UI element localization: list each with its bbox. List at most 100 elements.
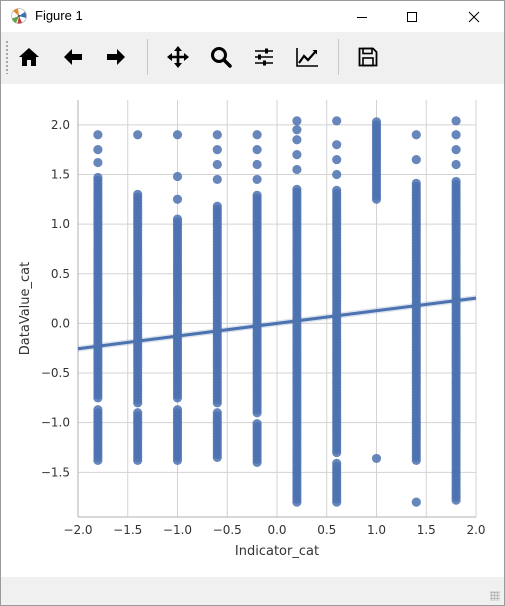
window-title: Figure 1 (35, 8, 83, 23)
scatter-point (451, 176, 461, 187)
regression-line (77, 296, 477, 351)
y-tick-label: 1.0 (51, 217, 70, 231)
minimize-icon (357, 16, 367, 18)
x-tick-label: −1.0 (163, 523, 192, 537)
scatter-point (371, 453, 382, 464)
scatter-point (332, 458, 342, 468)
scatter-point (451, 116, 461, 126)
forward-button[interactable] (99, 40, 133, 74)
scatter-point (93, 145, 103, 155)
title-bar: Figure 1 (1, 1, 504, 32)
x-axis-label: Indicator_cat (235, 544, 319, 559)
home-button[interactable] (12, 40, 46, 74)
scatter-point (411, 154, 421, 165)
line-chart-icon (296, 48, 318, 67)
toolbar (1, 32, 504, 84)
y-tick-label: −0.5 (41, 366, 70, 380)
scatter-point (93, 405, 103, 415)
scatter-point (292, 125, 302, 135)
scatter-point (371, 117, 382, 127)
figure-canvas[interactable]: −2.0 −1.5 −1.0 −0.5 0.0 0.5 1.0 1.5 2.0 −1.5 −1.0 −… (1, 84, 504, 577)
scatter-point (411, 130, 421, 140)
arrow-left-icon (64, 49, 82, 65)
y-axis-label: DataValue_cat (18, 262, 33, 355)
scatter-point (292, 164, 302, 175)
move-icon (167, 46, 189, 68)
y-tick-label: 0.0 (51, 316, 70, 330)
scatter-point (252, 419, 262, 429)
pan-button[interactable] (161, 40, 195, 74)
scatter-point (332, 169, 342, 180)
home-icon (19, 48, 39, 66)
toolbar-grip[interactable] (5, 40, 9, 74)
y-tick-label: 0.5 (51, 267, 70, 281)
floppy-disk-icon (358, 47, 378, 67)
scatter-point (252, 174, 262, 185)
scatter-point (252, 145, 262, 155)
x-tick-label: 0.0 (267, 523, 286, 537)
toolbar-separator (338, 39, 339, 75)
scatter-point (212, 174, 222, 185)
scatter-point (172, 171, 183, 182)
scatter-point (133, 130, 143, 140)
scatter-point (332, 140, 342, 150)
x-tick-label: 1.0 (367, 523, 386, 537)
scatter-point (411, 178, 421, 188)
scatter-point (212, 201, 222, 211)
matplotlib-app-icon (11, 8, 27, 24)
scatter-point (133, 189, 143, 199)
scatter-point (172, 405, 183, 415)
x-tick-label: −0.5 (213, 523, 242, 537)
scatter-point (93, 130, 103, 140)
y-tick-label: 1.5 (51, 167, 70, 181)
resize-grip[interactable] (490, 591, 500, 601)
scatter-point (332, 116, 342, 126)
scatter-point (93, 157, 103, 168)
arrow-right-icon (107, 49, 125, 65)
x-tick-label: −1.5 (113, 523, 142, 537)
scatter-point (93, 172, 103, 183)
scatter-point (332, 185, 342, 195)
scatter-point (252, 159, 262, 170)
scatter-point (252, 190, 262, 200)
y-tick-label: −1.0 (41, 416, 70, 430)
back-button[interactable] (56, 40, 90, 74)
scatter-point (212, 145, 222, 155)
x-tick-label: 2.0 (466, 523, 485, 537)
scatter-point (332, 154, 342, 165)
close-button[interactable] (451, 1, 497, 32)
scatter-point (212, 408, 222, 418)
scatter-point (252, 130, 262, 140)
scatter-point (411, 497, 421, 507)
scatter-point (172, 214, 183, 224)
close-icon (468, 11, 480, 22)
search-icon (211, 47, 232, 68)
maximize-button[interactable] (389, 1, 435, 32)
scatter-point (212, 130, 222, 140)
scatter-point (292, 135, 302, 145)
zoom-button[interactable] (204, 40, 238, 74)
y-tick-label: 2.0 (51, 118, 70, 132)
save-button[interactable] (351, 40, 385, 74)
x-tick-label: −2.0 (63, 523, 92, 537)
scatter-point (451, 159, 461, 170)
scatter-point (451, 145, 461, 155)
edit-axes-button[interactable] (290, 40, 324, 74)
status-bar (1, 577, 504, 605)
configure-subplots-button[interactable] (247, 40, 281, 74)
scatter-point (292, 184, 302, 194)
scatter-point (292, 150, 302, 160)
scatter-point (172, 194, 183, 204)
x-tick-label: 1.5 (417, 523, 436, 537)
sliders-icon (255, 48, 273, 66)
y-tick-label: −1.5 (41, 465, 70, 479)
maximize-icon (407, 11, 417, 22)
x-tick-label: 0.5 (317, 523, 336, 537)
minimize-button[interactable] (339, 1, 385, 32)
scatter-point (172, 130, 183, 140)
scatter-point (133, 408, 143, 418)
regplot-chart: −2.0 −1.5 −1.0 −0.5 0.0 0.5 1.0 1.5 2.0 −1.5 −1.0 −… (18, 100, 486, 559)
toolbar-separator (147, 39, 148, 75)
scatter-point (451, 130, 461, 140)
